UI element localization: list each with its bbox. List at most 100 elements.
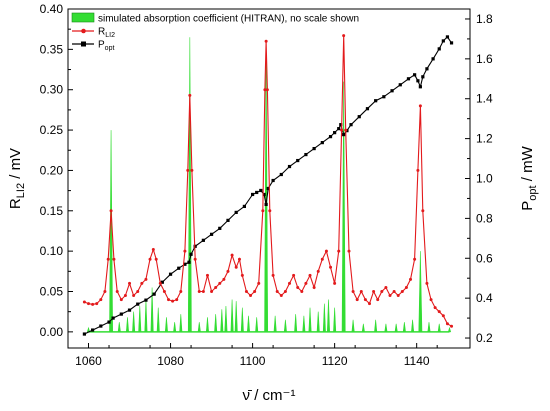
y-left-tick-label: 0.40: [40, 2, 64, 16]
rli2-point: [249, 294, 253, 298]
rli2-point: [372, 290, 376, 293]
popt-point: [127, 308, 132, 312]
x-axis: 1060 1080 1100 1120 1140: [75, 343, 438, 368]
rli2-point: [324, 249, 328, 253]
popt-point: [144, 298, 148, 302]
popt-point: [418, 85, 422, 89]
rli2-point: [218, 281, 222, 285]
popt-point: [431, 57, 435, 61]
rli2-point: [186, 168, 190, 172]
popt-point: [382, 95, 386, 99]
rli2-point: [244, 290, 248, 293]
rli2-point: [347, 249, 351, 253]
popt-point: [337, 127, 341, 131]
series-rli2: [82, 34, 454, 328]
popt-point: [339, 123, 343, 127]
popt-point: [357, 115, 361, 119]
rli2-point: [437, 310, 441, 314]
rli2-point: [384, 285, 388, 289]
legend-label-rli2: RLI2: [98, 27, 115, 40]
y-left-tick-label: 0.35: [40, 42, 64, 56]
rli2-point: [400, 290, 404, 293]
rli2-point: [148, 257, 152, 261]
rli2-point: [288, 281, 292, 285]
rli2-point: [214, 285, 218, 289]
popt-point: [374, 99, 378, 103]
y-right-tick-label: 0.2: [476, 331, 493, 345]
popt-point: [209, 232, 214, 236]
y-left-tick-label: 0.20: [40, 163, 64, 177]
rli2-point: [91, 302, 95, 306]
rli2-point: [132, 294, 136, 298]
popt-point: [82, 332, 87, 336]
y-left-tick-label: 0.00: [40, 325, 64, 339]
rli2-point: [237, 257, 241, 261]
x-tick-label: 1140: [404, 354, 430, 368]
popt-point: [304, 152, 308, 157]
legend-marker-popt: [81, 41, 86, 47]
y-axis-left-title-main: R: [7, 198, 24, 209]
y-right-tick-label: 0.4: [476, 291, 493, 305]
rli2-point: [205, 273, 209, 277]
rli2-point: [283, 290, 287, 293]
popt-point: [160, 280, 164, 284]
y-right-tick-label: 1.6: [476, 52, 493, 66]
rli2-point: [82, 300, 86, 304]
rli2-point: [154, 257, 158, 261]
series-layer: [82, 34, 454, 336]
rli2-point: [296, 285, 300, 289]
y-axis-right-title-sub: opt: [527, 185, 539, 200]
rli2-point: [275, 290, 279, 293]
popt-point: [287, 164, 292, 169]
x-tick-label: 1060: [75, 354, 102, 368]
rli2-point: [234, 265, 238, 269]
x-tick-label: 1080: [157, 354, 184, 368]
y-axis-right-title-main: P: [519, 201, 536, 211]
rli2-point: [264, 39, 268, 43]
popt-point: [413, 73, 417, 77]
rli2-point: [441, 314, 445, 318]
rli2-point: [123, 294, 127, 298]
rli2-point: [376, 298, 380, 302]
rli2-point: [413, 257, 417, 261]
popt-point: [262, 192, 266, 197]
x-axis-title: ν̄ / cm⁻¹: [243, 387, 296, 404]
popt-point: [201, 238, 205, 242]
y-axis-right-title-unit: / mW: [519, 145, 536, 185]
popt-point: [168, 272, 173, 276]
y-left-tick-label: 0.25: [40, 123, 64, 137]
y-axis-right-title: Popt / mW: [519, 145, 539, 210]
rli2-point: [263, 88, 267, 92]
rli2-point: [425, 281, 429, 285]
rli2-point: [158, 281, 162, 285]
popt-point: [333, 131, 337, 135]
rli2-point: [151, 248, 155, 252]
popt-point: [342, 133, 346, 137]
rli2-point: [292, 273, 296, 277]
rli2-point: [171, 299, 175, 303]
rli2-point: [226, 269, 230, 273]
popt-point: [226, 218, 230, 222]
legend-label-popt: Popt: [98, 40, 114, 53]
rli2-point: [416, 168, 420, 172]
y-right-tick-label: 0.8: [476, 211, 493, 225]
popt-point: [259, 188, 263, 193]
rli2-point: [240, 273, 244, 277]
popt-point: [255, 190, 259, 195]
rli2-point: [167, 298, 170, 302]
rli2-point: [201, 290, 205, 293]
popt-point: [187, 260, 191, 264]
rli2-point: [210, 290, 214, 293]
popt-point: [328, 135, 333, 139]
rli2-point: [162, 290, 166, 293]
popt-point: [425, 67, 429, 71]
rli2-point: [396, 294, 400, 298]
legend: simulated absorption coefficient (HITRAN…: [71, 12, 359, 53]
rli2-point: [230, 253, 234, 257]
y-right-tick-label: 1.2: [476, 132, 493, 146]
y-right-tick-label: 1.4: [476, 92, 493, 106]
rli2-point: [304, 281, 308, 285]
popt-point: [183, 262, 187, 266]
rli2-point: [337, 249, 341, 253]
rli2-point: [429, 298, 433, 302]
